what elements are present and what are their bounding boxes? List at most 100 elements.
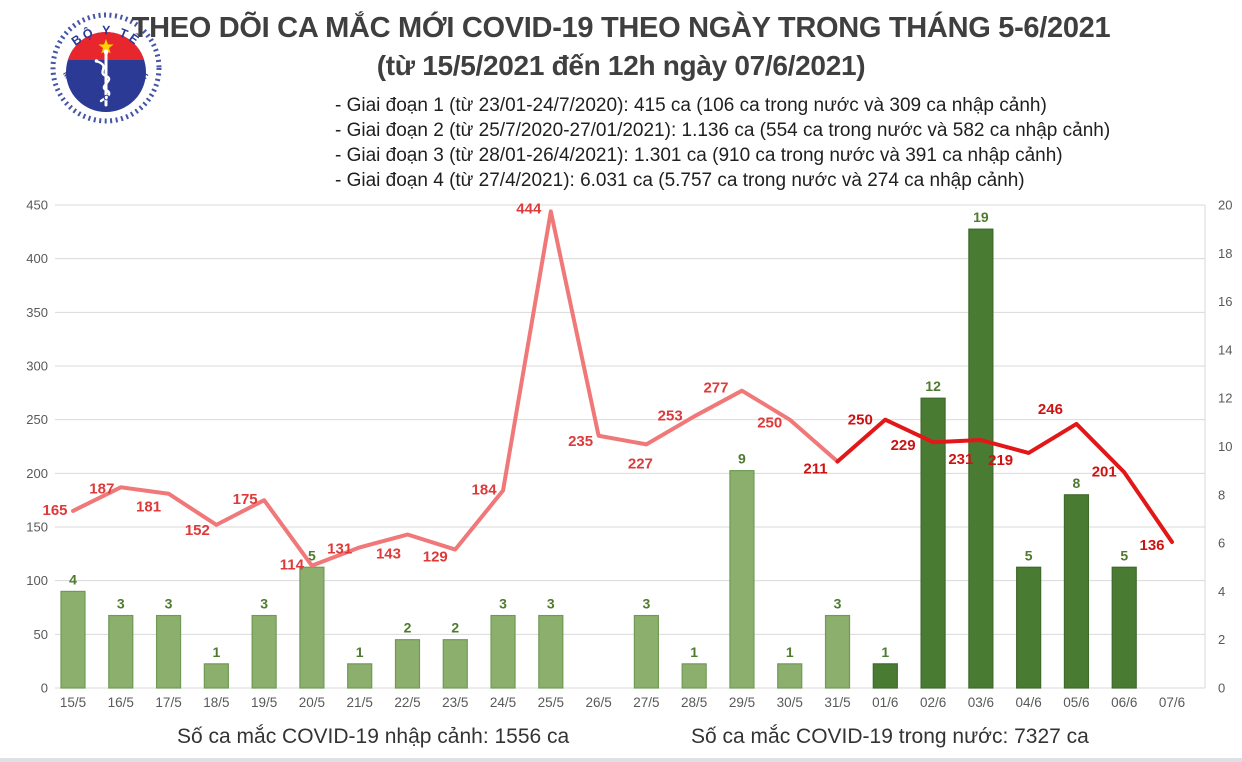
ministry-of-health-logo: BỘ Y TẾ MINISTRY OF HEALTH [46,6,166,130]
svg-text:2: 2 [404,620,412,636]
bar-04/6 [1016,566,1042,689]
svg-text:02/6: 02/6 [920,695,946,710]
svg-text:18/5: 18/5 [203,695,229,710]
svg-text:200: 200 [26,466,48,481]
x-axis-labels: 15/5 16/5 17/5 18/5 19/5 20/5 21/5 22/5 23/5 24/5… [60,695,1185,710]
svg-text:253: 253 [658,407,683,424]
svg-text:136: 136 [1139,537,1164,554]
svg-text:14: 14 [1218,342,1232,357]
svg-text:131: 131 [327,540,352,557]
svg-text:150: 150 [26,520,48,535]
window-bottom-edge [0,758,1242,762]
svg-text:16/5: 16/5 [108,695,134,710]
bar-28/5 [681,663,707,689]
svg-text:400: 400 [26,251,48,266]
svg-text:0: 0 [1218,681,1225,696]
svg-text:3: 3 [165,596,173,612]
svg-text:114: 114 [280,557,305,574]
svg-text:250: 250 [26,412,48,427]
bar-06/6 [1111,566,1137,689]
domestic-cases-line [71,209,1174,568]
svg-text:28/5: 28/5 [681,695,707,710]
svg-text:17/5: 17/5 [155,695,181,710]
svg-text:30/5: 30/5 [777,695,803,710]
svg-text:1: 1 [690,644,698,660]
bar-16/5 [108,614,134,689]
page-title: THEO DÕI CA MẮC MỚI COVID-19 THEO NGÀY T… [131,12,1111,44]
bar-19/5 [251,614,277,689]
svg-text:181: 181 [136,499,161,516]
svg-text:2: 2 [451,620,459,636]
moh-logo-icon: BỘ Y TẾ MINISTRY OF HEALTH [48,10,164,126]
bar-23/5 [442,639,468,689]
svg-text:29/5: 29/5 [729,695,755,710]
logo-ring [50,12,162,124]
svg-text:250: 250 [848,412,873,429]
svg-text:3: 3 [117,596,125,612]
svg-text:12: 12 [925,378,941,394]
bar-20/5 [299,566,325,689]
covid-combo-chart: 0501001502002503003504004500246810121416… [26,198,1232,711]
svg-text:229: 229 [891,437,916,454]
svg-text:277: 277 [703,380,728,397]
svg-text:300: 300 [26,359,48,374]
phase-2-summary: - Giai đoạn 2 (từ 25/7/2020-27/01/2021):… [335,120,1111,141]
svg-text:26/5: 26/5 [585,695,611,710]
svg-text:18: 18 [1218,246,1232,261]
phase-4-summary: - Giai đoạn 4 (từ 27/4/2021): 6.031 ca (… [335,170,1025,191]
svg-text:25/5: 25/5 [538,695,564,710]
svg-text:04/6: 04/6 [1016,695,1042,710]
svg-text:100: 100 [26,573,48,588]
caduceus-icon [94,49,111,107]
svg-text:19/5: 19/5 [251,695,277,710]
svg-text:50: 50 [34,627,48,642]
svg-text:6: 6 [1218,536,1225,551]
svg-text:2: 2 [1218,632,1225,647]
svg-text:10: 10 [1218,439,1232,454]
svg-text:05/6: 05/6 [1063,695,1089,710]
bar-15/5 [60,590,86,689]
svg-text:129: 129 [423,549,448,566]
svg-text:165: 165 [42,502,67,519]
svg-text:235: 235 [568,433,593,450]
svg-text:03/6: 03/6 [968,695,994,710]
svg-text:444: 444 [516,200,542,217]
svg-text:20: 20 [1218,198,1232,213]
svg-text:3: 3 [547,596,555,612]
svg-text:4: 4 [69,571,77,587]
svg-text:219: 219 [988,452,1013,469]
svg-text:22/5: 22/5 [394,695,420,710]
svg-text:184: 184 [472,482,498,499]
left-axis-labels: 0 50 100 150 200 250 300 350 400 450 [26,198,48,696]
svg-text:21/5: 21/5 [347,695,373,710]
bar-03/6 [968,228,994,689]
svg-text:231: 231 [948,451,973,468]
svg-text:1: 1 [881,644,889,660]
bar-18/5 [203,663,229,689]
svg-text:19: 19 [973,209,989,225]
phase-1-summary: - Giai đoạn 1 (từ 23/01-24/7/2020): 415 … [335,95,1047,116]
svg-text:16: 16 [1218,294,1232,309]
bar-27/5 [633,614,659,689]
svg-text:1: 1 [212,644,220,660]
svg-text:250: 250 [757,415,782,432]
svg-text:24/5: 24/5 [490,695,516,710]
svg-text:175: 175 [233,491,258,508]
bar-22/5 [394,639,421,689]
star-icon [98,39,114,54]
bar-30/5 [777,663,803,689]
svg-text:01/6: 01/6 [872,695,898,710]
bar-25/5 [538,614,564,689]
bar-01/6 [872,663,898,689]
svg-text:8: 8 [1073,475,1081,491]
svg-text:23/5: 23/5 [442,695,468,710]
svg-text:3: 3 [834,596,842,612]
svg-text:8: 8 [1218,487,1225,502]
svg-text:5: 5 [1025,547,1033,563]
svg-text:201: 201 [1092,463,1117,480]
svg-text:450: 450 [26,198,48,213]
svg-text:31/5: 31/5 [824,695,850,710]
svg-text:4: 4 [1218,584,1225,599]
legend-item-imported: Số ca mắc COVID-19 nhập cảnh: 1556 ca [140,725,569,749]
